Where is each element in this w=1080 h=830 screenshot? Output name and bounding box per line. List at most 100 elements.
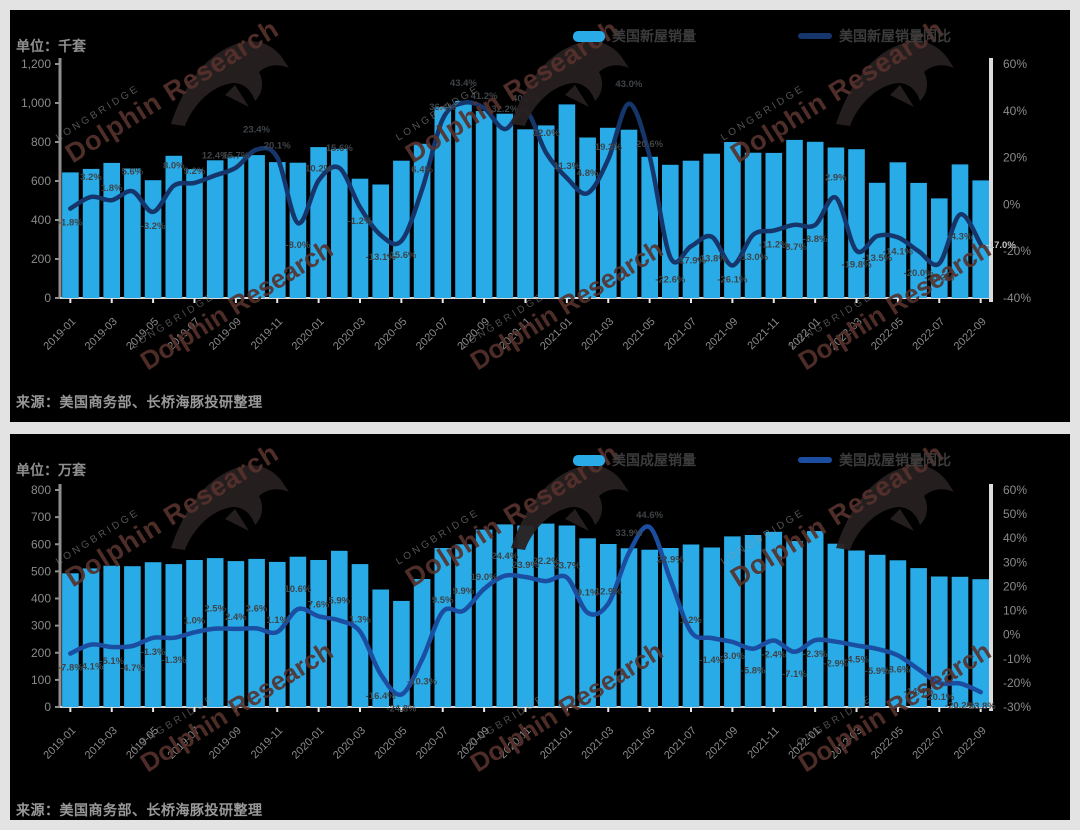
x-tick-label: 2022-05	[869, 316, 906, 353]
x-tick-label: 2019-09	[207, 316, 244, 353]
x-axis: 2019-01 2019-03 2019-05 2019-07 2019-09 2019-…	[41, 706, 991, 762]
point-labels: -1.8% 3.2%1.8% 5.6% -3.2% 8.0% 9.2% 12.4%15.7%…	[58, 78, 1016, 286]
x-tick-label: 2019-11	[249, 725, 285, 761]
point-label: 9.9%	[453, 586, 475, 597]
point-label: -2.3%	[803, 649, 828, 660]
svg-text:600: 600	[31, 537, 51, 551]
bar	[951, 164, 969, 298]
bar	[848, 550, 865, 707]
point-label: 2.4%	[225, 612, 247, 623]
x-tick-label: 2021-05	[621, 725, 658, 762]
bar	[331, 148, 348, 298]
x-tick-label: 2019-07	[166, 725, 203, 762]
bar	[206, 160, 224, 298]
bar	[517, 525, 534, 707]
point-label: -13.8%	[697, 254, 728, 265]
point-label: 10.2%	[305, 164, 332, 175]
bar	[744, 152, 762, 298]
point-label: -17.0%	[986, 240, 1017, 251]
point-label: 15.6%	[326, 143, 353, 154]
bar	[620, 129, 638, 298]
point-label: 23.4%	[243, 125, 270, 136]
bar	[765, 152, 783, 298]
point-label: 3.2%	[80, 172, 102, 183]
x-tick-label: 2021-07	[662, 725, 699, 762]
bar	[931, 576, 948, 707]
bar	[703, 547, 720, 707]
point-label: -20.1%	[924, 692, 955, 703]
point-label: 11.3%	[554, 161, 581, 172]
svg-text:100: 100	[31, 673, 51, 687]
svg-text:60%: 60%	[1003, 57, 1027, 71]
legend-item-line: 美国成屋销量同比	[798, 450, 951, 470]
point-label: 5.6%	[122, 166, 144, 177]
point-label: 33.9%	[615, 528, 642, 539]
point-label: -14.1%	[883, 246, 914, 257]
bar	[682, 544, 700, 707]
point-labels: -7.8%-4.1%-5.1%-4.7%-1.3%-1.3%1.0%2.5%2.…	[58, 510, 996, 714]
bar	[269, 561, 286, 707]
y-axis-left: 800 700 600 500 400 300 200 100 0	[31, 483, 62, 714]
point-label: 43.0%	[615, 79, 642, 90]
point-label: 5.9%	[328, 595, 350, 606]
x-tick-label: 2020-03	[331, 316, 368, 353]
svg-text:-40%: -40%	[1003, 291, 1031, 305]
svg-text:0: 0	[44, 291, 51, 305]
svg-text:800: 800	[31, 135, 51, 149]
point-label: -13.1%	[366, 252, 397, 263]
point-label: -4.3%	[948, 232, 973, 243]
point-label: 4.8%	[577, 168, 599, 179]
point-label: -4.1%	[79, 662, 104, 673]
svg-text:0: 0	[44, 700, 51, 714]
x-tick-label: 2019-03	[83, 725, 120, 762]
point-label: 20.1%	[264, 140, 291, 151]
x-tick-label: 2020-05	[372, 316, 409, 353]
svg-text:20%: 20%	[1003, 151, 1027, 165]
bar	[517, 129, 534, 298]
x-tick-label: 2022-09	[952, 316, 989, 353]
svg-text:500: 500	[31, 564, 51, 578]
bar	[889, 560, 907, 707]
point-label: -19.8%	[841, 260, 872, 271]
point-label: 10.6%	[284, 584, 311, 595]
point-label: 9.5%	[432, 595, 454, 606]
svg-text:0%: 0%	[1003, 197, 1021, 211]
x-tick-label: 2020-05	[372, 725, 409, 762]
bar	[579, 137, 596, 298]
bar	[786, 139, 803, 298]
bar	[910, 182, 927, 298]
point-label: -8.8%	[803, 234, 828, 245]
bar	[372, 589, 389, 707]
svg-text:40%: 40%	[1003, 104, 1027, 118]
point-label: -13.0%	[738, 252, 769, 263]
source-label: 来源：美国商务部、长桥海豚投研整理	[16, 802, 263, 818]
bar	[103, 565, 120, 707]
bar	[558, 104, 576, 299]
x-tick-label: 2019-11	[249, 316, 285, 352]
new-home-sales-chart: 1,200 1,000 800 600 400 200 0 60% 40% 20% 0% -20% -4…	[21, 57, 1031, 353]
bar	[496, 113, 514, 298]
x-tick-label: 2022-01	[786, 316, 823, 353]
x-tick-label: 2022-07	[910, 725, 947, 762]
bar	[248, 155, 265, 298]
bar	[434, 548, 452, 707]
point-label: 12.9%	[595, 587, 622, 598]
x-tick-label: 2020-09	[455, 725, 492, 762]
point-label: -10.3%	[407, 677, 438, 688]
chart-panel-existing-home-sales: 单位：万套 美国成屋销量 美国成屋销量同比 800 700 600 500 400 300…	[10, 434, 1070, 820]
bar	[124, 168, 141, 298]
bar	[868, 554, 886, 707]
bar	[455, 100, 472, 299]
bar	[62, 573, 79, 707]
svg-text:50%: 50%	[1003, 507, 1027, 521]
bar	[537, 125, 555, 299]
bar	[806, 141, 824, 298]
point-label: -1.2%	[348, 216, 373, 227]
point-label: -7.8%	[58, 663, 83, 674]
point-label: -14.4%	[904, 686, 935, 697]
bar	[765, 531, 783, 707]
point-label: 1.3%	[349, 615, 371, 626]
x-tick-label: 2022-03	[828, 725, 865, 762]
point-label: 41.2%	[471, 91, 498, 102]
